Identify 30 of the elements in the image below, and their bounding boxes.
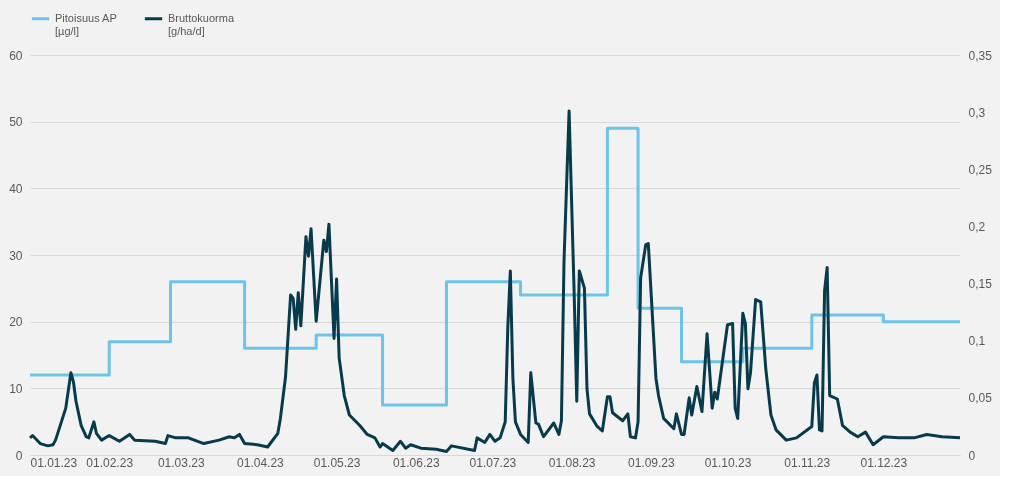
y2-tick-label: 0,3 bbox=[968, 105, 986, 120]
x-tick-label: 01.05.23 bbox=[313, 455, 361, 470]
y-tick-label: 40 bbox=[9, 181, 23, 196]
y2-tick-label: 0,35 bbox=[968, 48, 993, 63]
legend-label: Bruttokuorma [g/ha/d] bbox=[168, 11, 235, 37]
x-tick-label: 01.11.23 bbox=[784, 455, 831, 470]
line-series bbox=[28, 109, 962, 454]
x-tick-label: 01.03.23 bbox=[157, 455, 205, 470]
y2-tick-label: 0,05 bbox=[968, 391, 993, 406]
x-tick-label: 01.10.23 bbox=[704, 455, 752, 470]
x-tick-label: 01.01.23 bbox=[30, 455, 78, 470]
y-tick-label: 10 bbox=[9, 381, 23, 396]
y-tick-label: 30 bbox=[9, 248, 23, 263]
y2-tick-label: 0 bbox=[968, 448, 976, 463]
y-tick-label: 20 bbox=[9, 315, 23, 330]
x-tick-label: 01.06.23 bbox=[392, 455, 440, 470]
x-tick-label: 01.02.23 bbox=[86, 455, 134, 470]
legend-label: Pitoisuus AP [µg/l] bbox=[55, 11, 117, 37]
x-tick-label: 01.04.23 bbox=[237, 455, 285, 470]
y-tick-label: 50 bbox=[9, 115, 23, 130]
x-tick-label: 01.12.23 bbox=[860, 455, 908, 470]
y2-tick-label: 0,1 bbox=[968, 334, 986, 349]
x-tick-label: 01.07.23 bbox=[469, 455, 517, 470]
y2-tick-label: 0,25 bbox=[968, 162, 993, 177]
y-tick-label: 60 bbox=[9, 48, 23, 63]
x-tick-label: 01.09.23 bbox=[627, 455, 676, 470]
y2-tick-label: 0,2 bbox=[968, 219, 986, 234]
y2-tick-label: 0,15 bbox=[968, 277, 993, 292]
x-tick-label: 01.08.23 bbox=[548, 455, 596, 470]
y-tick-label: 0 bbox=[15, 448, 23, 463]
